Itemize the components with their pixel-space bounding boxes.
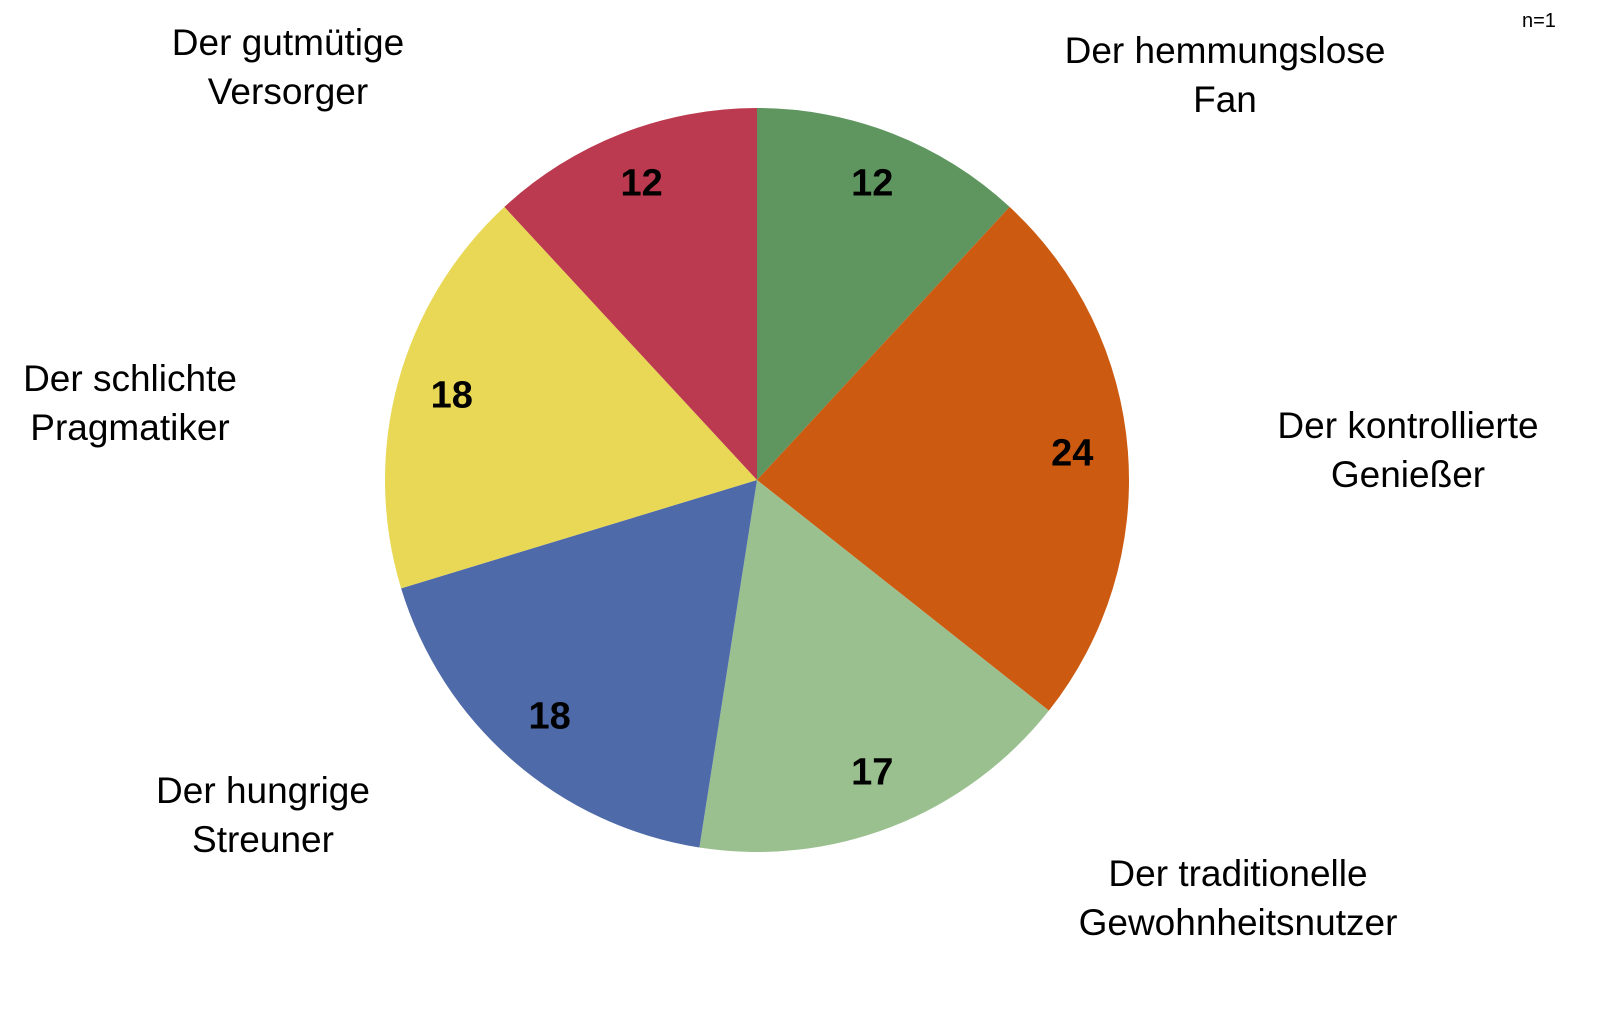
value-label: 12 xyxy=(851,163,893,205)
value-label: 24 xyxy=(1051,432,1093,474)
sample-size: n=1 xyxy=(1522,10,1556,33)
value-label: 12 xyxy=(621,163,663,205)
category-label: Der hemmungslose Fan xyxy=(1035,26,1415,124)
page: 122417181812 n=1 (() => { const data = J… xyxy=(0,0,1618,1010)
value-label: 18 xyxy=(431,374,473,416)
category-label: Der kontrollierte Genießer xyxy=(1248,401,1568,499)
value-label: 18 xyxy=(528,696,570,738)
category-label: Der hungrige Streuner xyxy=(133,766,393,864)
category-label: Der schlichte Pragmatiker xyxy=(0,354,260,452)
value-label: 17 xyxy=(851,751,893,793)
category-label: Der traditionelle Gewohnheitsnutzer xyxy=(1048,849,1428,947)
category-label: Der gutmütige Versorger xyxy=(148,18,428,116)
